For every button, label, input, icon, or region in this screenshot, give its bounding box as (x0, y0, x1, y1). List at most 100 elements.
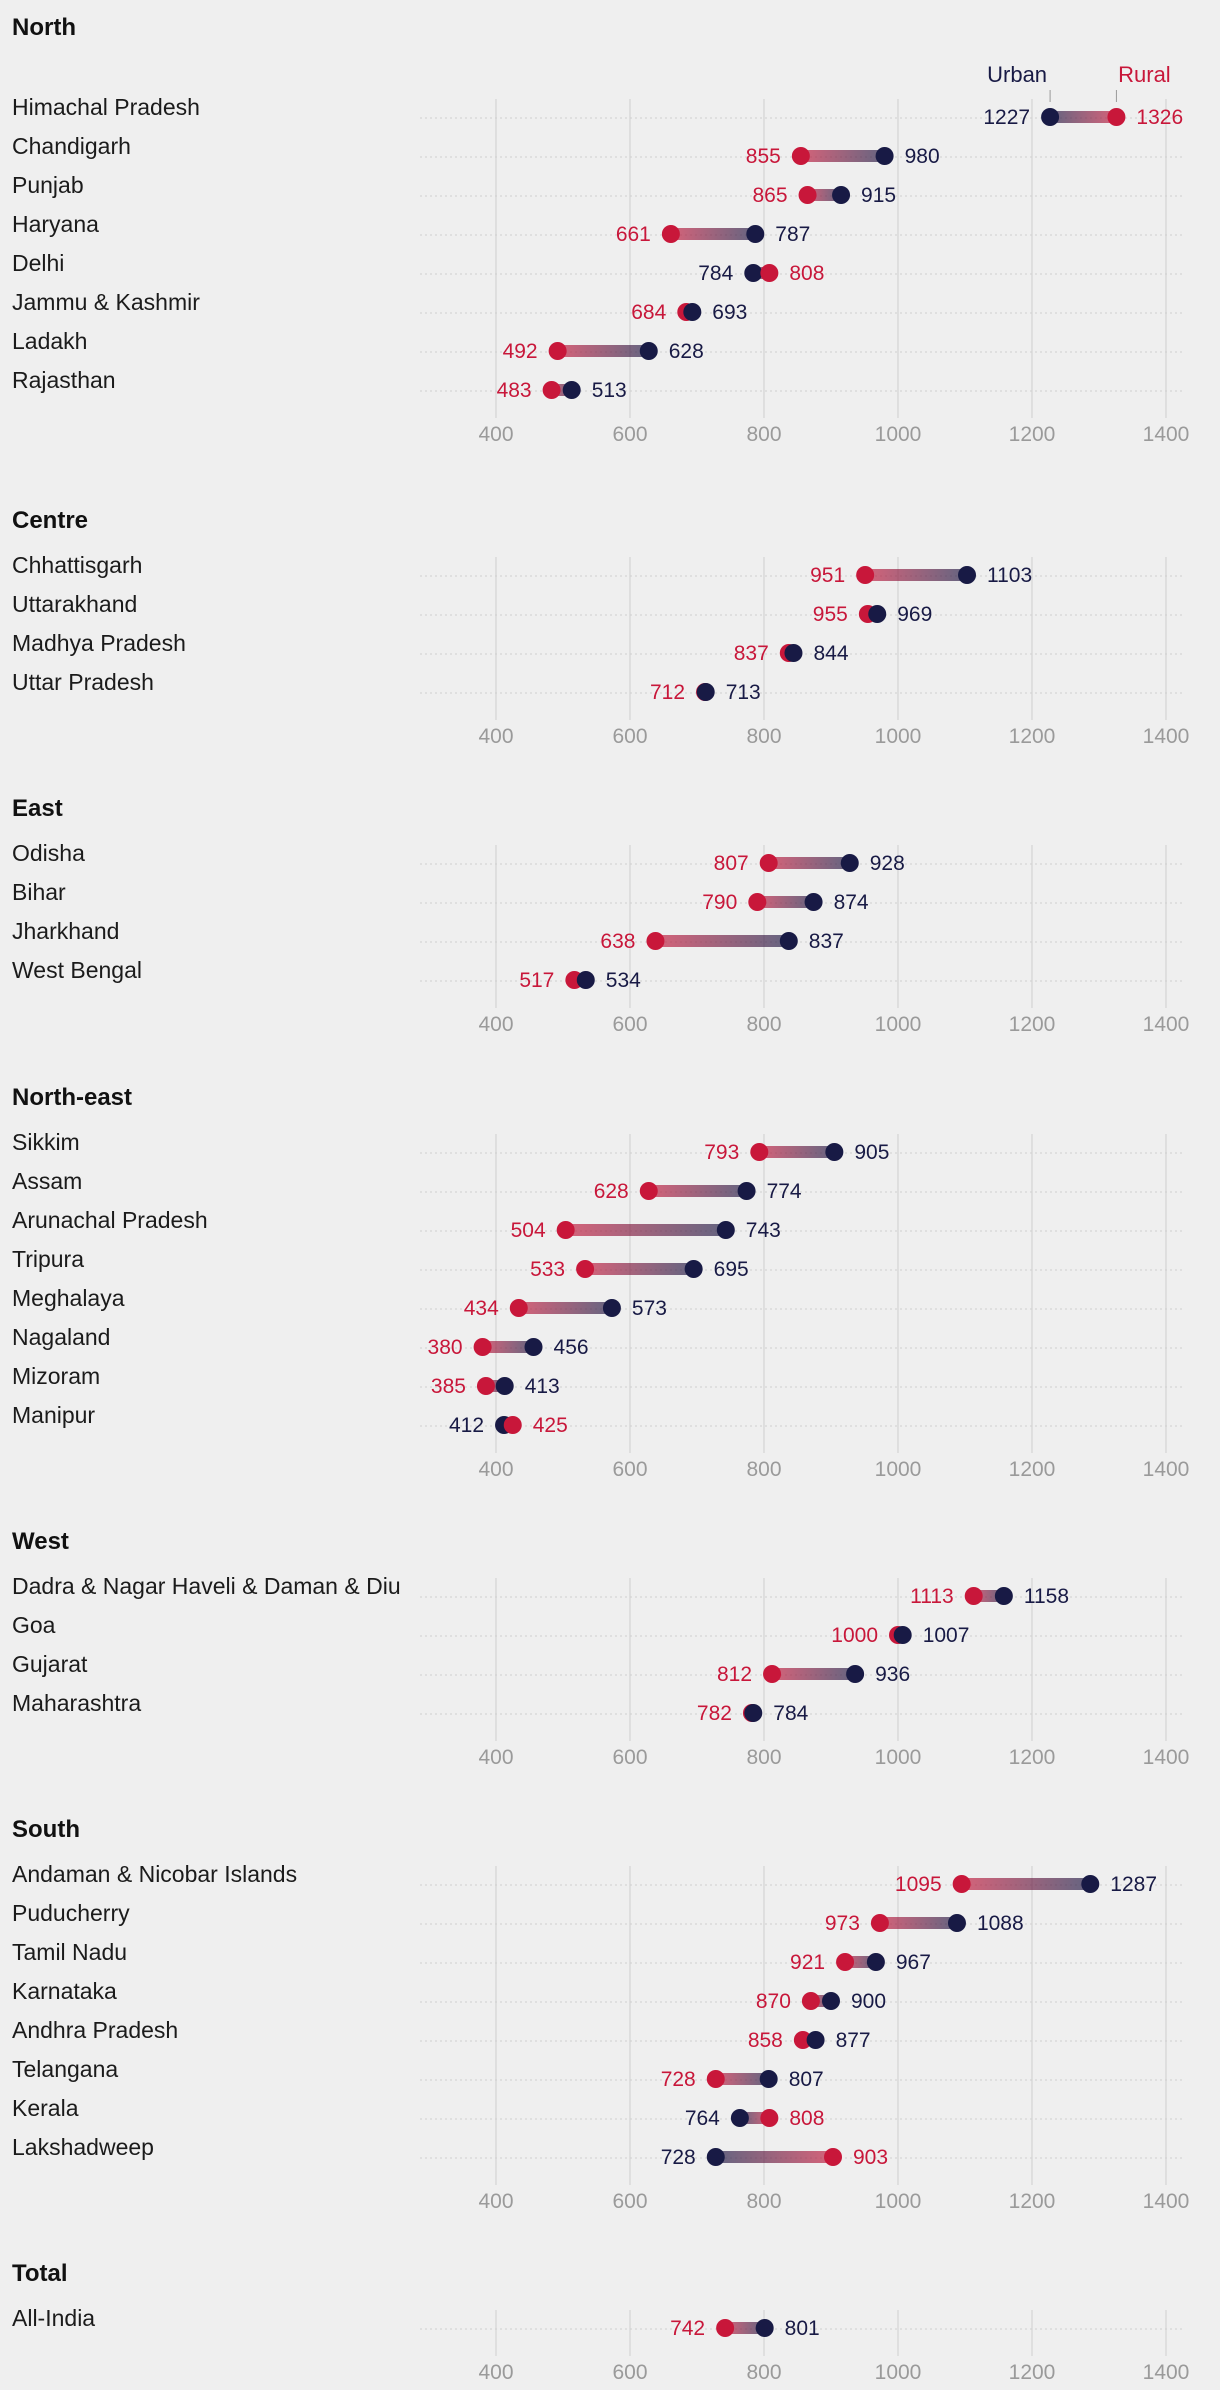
tick-label: 1000 (875, 423, 922, 446)
row-lakshadweep: Lakshadweep 728 903 (12, 2134, 1185, 2169)
rural-value-label: 790 (702, 891, 737, 914)
dumbbell-bar (670, 228, 756, 240)
rural-dot (763, 1665, 782, 1683)
urban-value-label: 807 (789, 2068, 824, 2091)
state-label: Jammu & Kashmir (12, 289, 200, 315)
state-label: Sikkim (12, 1129, 80, 1155)
row-tripura: Tripura 533 695 (12, 1246, 1185, 1281)
urban-dot (746, 225, 765, 243)
urban-value-label: 969 (897, 603, 932, 626)
rural-dot (503, 1416, 522, 1434)
rural-value-label: 865 (753, 184, 788, 207)
rural-value-label: 1326 (1136, 106, 1183, 129)
legend-urban-label: Urban (987, 62, 1047, 87)
tick-label: 800 (746, 2361, 781, 2384)
urban-dot (716, 1221, 735, 1239)
rural-dot (801, 1992, 820, 2010)
tick-label: 1000 (875, 2190, 922, 2213)
row-meghalaya: Meghalaya 434 573 (12, 1285, 1185, 1320)
rural-value-label: 385 (431, 1375, 466, 1398)
tick-label: 1200 (1009, 2190, 1056, 2213)
state-label: Odisha (12, 840, 85, 866)
state-label: Ladakh (12, 328, 87, 354)
urban-value-label: 1103 (987, 564, 1032, 587)
tick-label: 400 (478, 1746, 513, 1769)
urban-value-label: 1088 (977, 1912, 1024, 1935)
urban-dot (806, 2031, 825, 2049)
dumbbell-bar (879, 1917, 957, 1929)
row-jammu-kashmir: Jammu & Kashmir 684 693 (12, 289, 1185, 324)
state-label: Lakshadweep (12, 2134, 154, 2160)
state-label: Uttar Pradesh (12, 669, 154, 695)
region-title: North (12, 14, 76, 41)
rural-dot (509, 1299, 528, 1317)
state-label: Chandigarh (12, 133, 131, 159)
rural-value-label: 951 (810, 564, 845, 587)
dumbbell-bar (961, 1878, 1091, 1890)
tick-label: 600 (612, 1013, 647, 1036)
urban-value-label: 774 (767, 1180, 802, 1203)
urban-value-label: 928 (870, 852, 905, 875)
urban-dot (958, 566, 977, 584)
dumbbell-bar (715, 2073, 769, 2085)
row-manipur: Manipur 412 425 (12, 1402, 1185, 1437)
tick-label: 600 (612, 1458, 647, 1481)
tick-label: 600 (612, 2361, 647, 2384)
urban-dot (840, 854, 859, 872)
urban-dot (706, 2148, 725, 2166)
urban-dot (524, 1338, 543, 1356)
urban-dot (825, 1143, 844, 1161)
rural-dot (706, 2070, 725, 2088)
urban-value-label: 787 (775, 223, 810, 246)
row-chandigarh: Chandigarh 855 980 (12, 133, 1185, 168)
state-label: Haryana (12, 211, 99, 237)
urban-value-label: 801 (785, 2317, 820, 2340)
urban-dot (866, 1953, 885, 1971)
rural-value-label: 483 (497, 379, 532, 402)
state-label: Himachal Pradesh (12, 94, 200, 120)
rural-dot (870, 1914, 889, 1932)
rural-value-label: 808 (789, 262, 824, 285)
row-telangana: Telangana 728 807 (12, 2056, 1185, 2091)
urban-value-label: 628 (669, 340, 704, 363)
rural-dot (952, 1875, 971, 1893)
region-group-north-east: North-east 400 600 800 1000 1200 1400 Sikkim 793… (12, 1084, 1189, 1481)
dumbbell-bar (800, 150, 885, 162)
rural-dot (646, 932, 665, 950)
row-haryana: Haryana 661 787 (12, 211, 1185, 246)
row-nagaland: Nagaland 380 456 (12, 1324, 1185, 1359)
rural-value-label: 855 (746, 145, 781, 168)
row-rajasthan: Rajasthan 483 513 (12, 367, 1185, 402)
row-uttar-pradesh: Uttar Pradesh 712 713 (12, 669, 1185, 704)
rural-dot (793, 2031, 812, 2049)
urban-dot (696, 683, 715, 701)
tick-label: 1400 (1143, 2190, 1190, 2213)
row-madhya-pradesh: Madhya Pradesh 837 844 (12, 630, 1185, 665)
rural-value-label: 812 (717, 1663, 752, 1686)
state-label: Andhra Pradesh (12, 2017, 178, 2043)
rural-dot (661, 225, 680, 243)
row-mizoram: Mizoram 385 413 (12, 1363, 1185, 1398)
row-tamil-nadu: Tamil Nadu 921 967 (12, 1939, 1185, 1974)
tick-label: 1200 (1009, 1746, 1056, 1769)
rural-value-label: 712 (650, 681, 685, 704)
tick-label: 1000 (875, 1746, 922, 1769)
state-label: Maharashtra (12, 1690, 141, 1716)
urban-value-label: 728 (661, 2146, 696, 2169)
rural-dot (836, 1953, 855, 1971)
state-label: Telangana (12, 2056, 118, 2082)
state-label: Dadra & Nagar Haveli & Daman & Diu (12, 1573, 401, 1599)
tick-label: 1200 (1009, 1458, 1056, 1481)
tick-label: 600 (612, 423, 647, 446)
region-group-centre: Centre 400 600 800 1000 1200 1400 Chhattisgarh 9… (12, 507, 1189, 748)
state-label: Nagaland (12, 1324, 110, 1350)
dumbbell-bar (1050, 111, 1117, 123)
state-label: Tripura (12, 1246, 84, 1272)
dumbbell-bar (565, 1224, 726, 1236)
rural-dot (556, 1221, 575, 1239)
urban-dot (893, 1626, 912, 1644)
rural-value-label: 628 (594, 1180, 629, 1203)
urban-value-label: 967 (896, 1951, 931, 1974)
urban-dot (759, 2070, 778, 2088)
